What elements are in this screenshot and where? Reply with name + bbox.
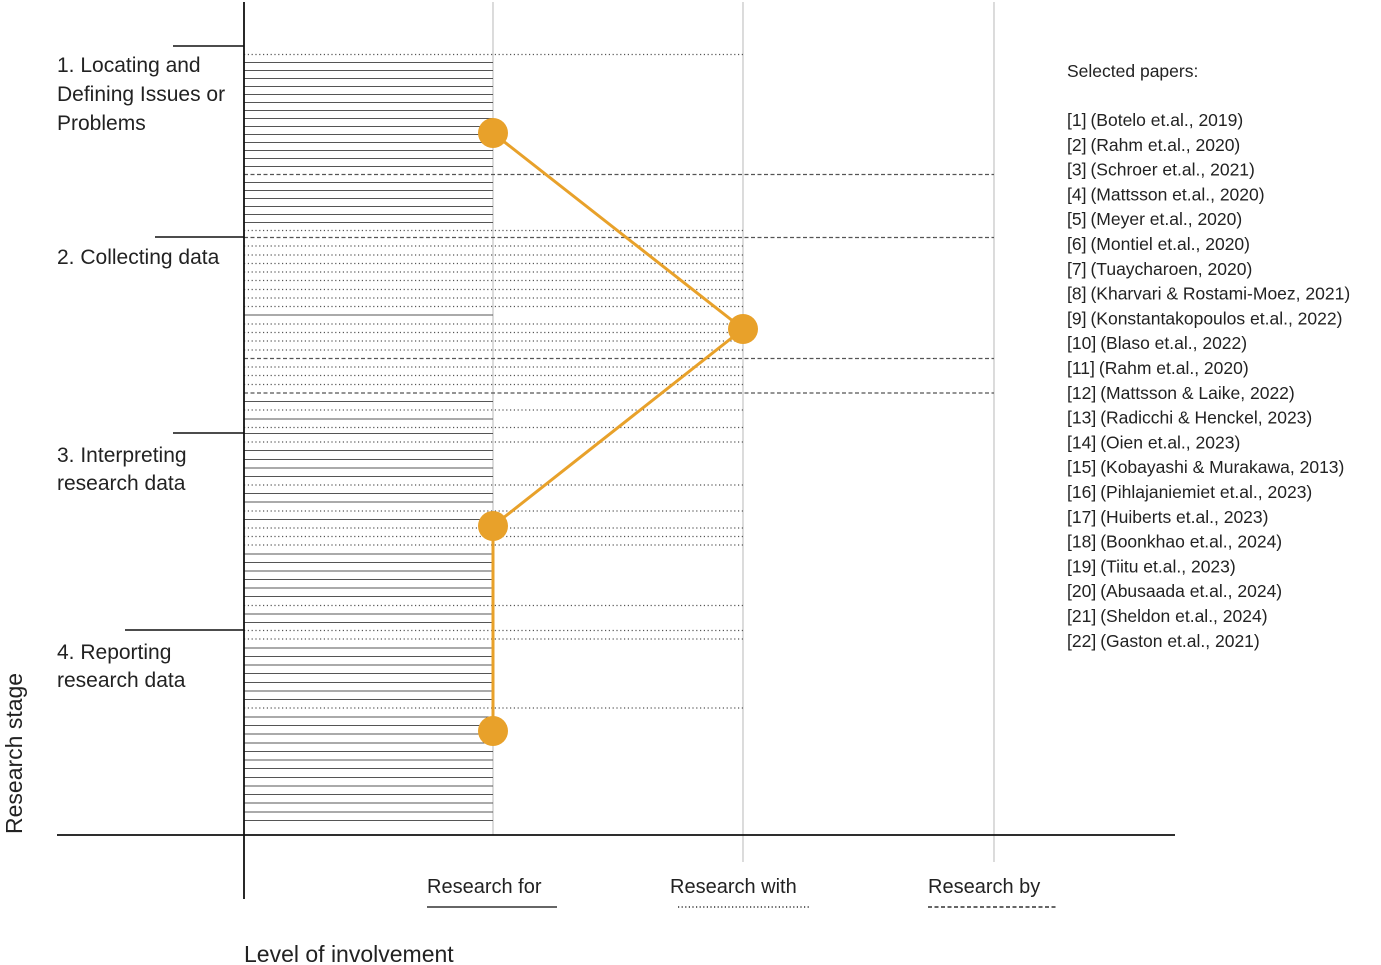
paper-number: [10] (1067, 333, 1096, 353)
paper-reference: [21] (Sheldon et.al., 2024) (1067, 606, 1268, 626)
paper-number: [1] (1067, 110, 1086, 130)
paper-citation: (Mattsson & Laike, 2022) (1100, 383, 1295, 403)
stage-label: 1. Locating and Defining Issues or Probl… (57, 54, 231, 135)
involvement-path-line (491, 131, 746, 731)
paper-citation: (Huiberts et.al., 2023) (1100, 507, 1268, 527)
papers-heading: Selected papers: (1067, 61, 1198, 81)
y-axis-title: Research stage (1, 673, 27, 834)
papers-list: [1] (Botelo et.al., 2019)[2] (Rahm et.al.,… (1067, 110, 1350, 651)
paper-number: [12] (1067, 383, 1096, 403)
paper-citation: (Botelo et.al., 2019) (1090, 110, 1243, 130)
paper-citation: (Tiitu et.al., 2023) (1100, 556, 1236, 576)
paper-number: [5] (1067, 209, 1086, 229)
paper-number: [15] (1067, 457, 1096, 477)
x-axis-title: Level of involvement (244, 941, 454, 965)
paper-number: [7] (1067, 259, 1086, 279)
paper-reference: [5] (Meyer et.al., 2020) (1067, 209, 1242, 229)
stage-label-line: 3. Interpreting (57, 444, 187, 467)
paper-number: [17] (1067, 507, 1096, 527)
paper-reference: [19] (Tiitu et.al., 2023) (1067, 556, 1236, 576)
stage-label: 4. Reporting research data (57, 641, 186, 692)
paper-reference: [12] (Mattsson & Laike, 2022) (1067, 383, 1295, 403)
paper-citation: (Gaston et.al., 2021) (1100, 631, 1260, 651)
paper-citation: (Montiel et.al., 2020) (1090, 234, 1250, 254)
paper-citation: (Oien et.al., 2023) (1100, 432, 1240, 452)
stage-label-line: 4. Reporting (57, 641, 171, 664)
stage-label-line: 1. Locating and (57, 54, 201, 77)
paper-number: [21] (1067, 606, 1096, 626)
paper-number: [11] (1067, 358, 1095, 378)
stage-label-line: 2. Collecting data (57, 246, 220, 269)
paper-citation: (Boonkhao et.al., 2024) (1100, 532, 1282, 552)
level-legend: Research for Research with Research by (427, 876, 1058, 908)
paper-reference: [22] (Gaston et.al., 2021) (1067, 631, 1260, 651)
paper-reference: [9] (Konstantakopoulos et.al., 2022) (1067, 308, 1342, 328)
paper-reference: [3] (Schroer et.al., 2021) (1067, 160, 1255, 180)
stage-label-line: research data (57, 669, 186, 692)
paper-citation: (Abusaada et.al., 2024) (1100, 581, 1282, 601)
involvement-point (728, 314, 758, 344)
involvement-path (478, 118, 758, 746)
paper-citation: (Tuaycharoen, 2020) (1090, 259, 1252, 279)
stage-separators (125, 45, 244, 631)
stage-label: 2. Collecting data (57, 246, 220, 269)
stage-label-line: Problems (57, 112, 146, 135)
paper-citation: (Rahm et.al., 2020) (1099, 358, 1249, 378)
paper-number: [8] (1067, 284, 1086, 304)
paper-citation: (Konstantakopoulos et.al., 2022) (1090, 308, 1342, 328)
paper-reference: [18] (Boonkhao et.al., 2024) (1067, 532, 1282, 552)
paper-citation: (Kobayashi & Murakawa, 2013) (1100, 457, 1344, 477)
paper-number: [16] (1067, 482, 1096, 502)
stage-label: 3. Interpreting research data (57, 444, 192, 495)
paper-reference: [10] (Blaso et.al., 2022) (1067, 333, 1247, 353)
paper-number: [19] (1067, 556, 1096, 576)
paper-number: [14] (1067, 432, 1096, 452)
paper-reference: [16] (Pihlajaniemiet et.al., 2023) (1067, 482, 1312, 502)
paper-rows (244, 53, 994, 821)
paper-number: [18] (1067, 532, 1096, 552)
paper-number: [13] (1067, 408, 1096, 428)
paper-citation: (Pihlajaniemiet et.al., 2023) (1100, 482, 1312, 502)
paper-citation: (Schroer et.al., 2021) (1090, 160, 1254, 180)
paper-citation: (Rahm et.al., 2020) (1090, 135, 1240, 155)
paper-reference: [2] (Rahm et.al., 2020) (1067, 135, 1240, 155)
involvement-point (478, 511, 508, 541)
level-gridlines (492, 2, 995, 862)
paper-number: [22] (1067, 631, 1096, 651)
involvement-point (478, 716, 508, 746)
paper-reference: [13] (Radicchi & Henckel, 2023) (1067, 408, 1312, 428)
paper-number: [4] (1067, 184, 1086, 204)
paper-number: [20] (1067, 581, 1096, 601)
paper-reference: [11] (Rahm et.al., 2020) (1067, 358, 1249, 378)
paper-number: [9] (1067, 308, 1086, 328)
stage-label-line: Defining Issues or (57, 83, 225, 106)
paper-number: [6] (1067, 234, 1086, 254)
paper-reference: [17] (Huiberts et.al., 2023) (1067, 507, 1268, 527)
paper-reference: [8] (Kharvari & Rostami-Moez, 2021) (1067, 284, 1350, 304)
paper-reference: [6] (Montiel et.al., 2020) (1067, 234, 1250, 254)
paper-citation: (Meyer et.al., 2020) (1090, 209, 1242, 229)
level-label-research-by: Research by (928, 876, 1040, 898)
stage-label-line: research data (57, 472, 186, 495)
paper-reference: [4] (Mattsson et.al., 2020) (1067, 184, 1265, 204)
paper-reference: [7] (Tuaycharoen, 2020) (1067, 259, 1252, 279)
paper-reference: [15] (Kobayashi & Murakawa, 2013) (1067, 457, 1344, 477)
involvement-point (478, 118, 508, 148)
paper-reference: [20] (Abusaada et.al., 2024) (1067, 581, 1282, 601)
paper-reference: [1] (Botelo et.al., 2019) (1067, 110, 1243, 130)
paper-citation: (Blaso et.al., 2022) (1100, 333, 1247, 353)
level-label-research-with: Research with (670, 876, 797, 898)
paper-number: [2] (1067, 135, 1086, 155)
paper-number: [3] (1067, 160, 1086, 180)
paper-citation: (Mattsson et.al., 2020) (1090, 184, 1264, 204)
level-label-research-for: Research for (427, 876, 542, 898)
paper-citation: (Sheldon et.al., 2024) (1100, 606, 1267, 626)
paper-citation: (Kharvari & Rostami-Moez, 2021) (1090, 284, 1350, 304)
paper-reference: [14] (Oien et.al., 2023) (1067, 432, 1240, 452)
paper-citation: (Radicchi & Henckel, 2023) (1100, 408, 1312, 428)
